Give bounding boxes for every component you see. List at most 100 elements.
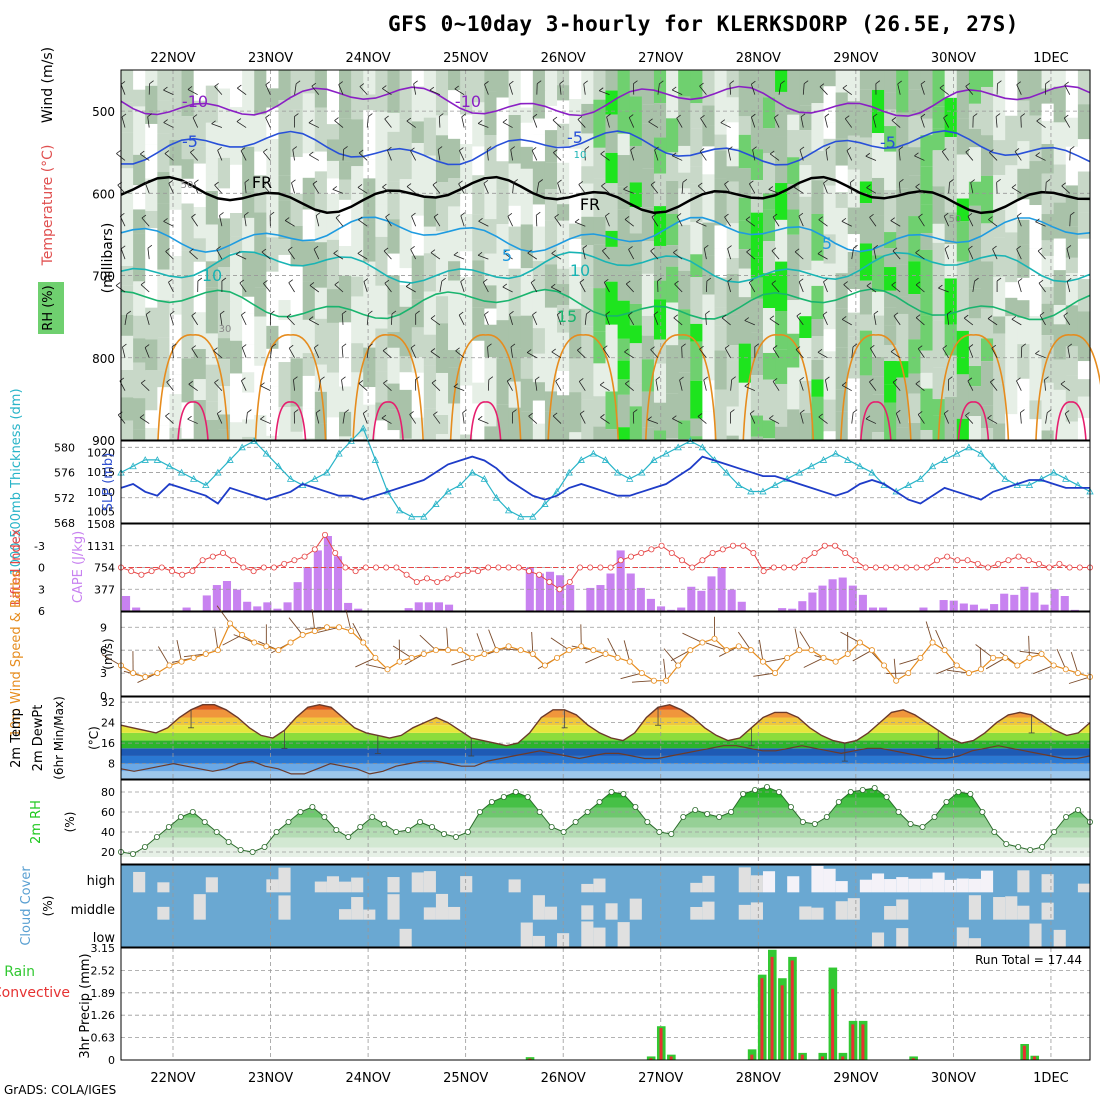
- wind-barb: [724, 348, 731, 358]
- wind-barb: [918, 216, 925, 227]
- rh2m-line-point: [608, 789, 615, 796]
- rh2m-line-point: [273, 829, 280, 836]
- isotherm-warm: [449, 334, 522, 441]
- rh-cell: [1029, 350, 1043, 377]
- wind-barb-flag: [192, 114, 198, 118]
- panel-rh-frame: [120, 779, 1091, 865]
- wind-barb-flag: [269, 211, 275, 216]
- rh-cell: [121, 70, 134, 103]
- wind-barb: [1016, 380, 1022, 391]
- lifted-index-line-point: [770, 564, 777, 571]
- wind-barb-flag: [478, 217, 483, 222]
- rh-cell: [653, 245, 667, 281]
- wind-barb-flag: [648, 118, 653, 123]
- rh-cell: [1029, 161, 1043, 206]
- wind-speed-line-point: [868, 647, 875, 654]
- wind-barb-flag: [825, 376, 830, 381]
- rh-cell: [278, 132, 292, 176]
- thickness-line-point: [601, 456, 610, 463]
- wind-speed-line-point: [796, 647, 803, 654]
- rh-cell: [448, 138, 461, 179]
- wind-barb-10m: [852, 649, 873, 662]
- wind-barb-flag: [943, 212, 949, 217]
- rh-cell: [1053, 122, 1067, 165]
- rh-cell: [193, 379, 207, 401]
- rh-cell: [326, 322, 340, 373]
- cape-bar: [596, 585, 605, 611]
- wind-barb-flag: [454, 85, 460, 90]
- wind-barb: [385, 216, 392, 227]
- rh-cell: [544, 411, 558, 440]
- rh-cell: [472, 214, 485, 261]
- rh-cell: [980, 86, 994, 136]
- lifted-index-line-point: [597, 564, 604, 571]
- wind-barb: [124, 313, 128, 325]
- wind-barb-flag: [967, 377, 973, 382]
- lifted-index-line-point: [291, 557, 298, 564]
- rh-cell: [968, 288, 982, 319]
- rh-cell: [205, 224, 219, 243]
- rh-cell: [387, 314, 401, 333]
- wind-barb: [769, 153, 780, 161]
- wind-barb-10m: [979, 647, 982, 670]
- wind-barb: [992, 248, 998, 260]
- ylabel-wind10m: 10m Wind Speed & Barbs: [9, 571, 24, 738]
- wind-barb: [288, 282, 295, 293]
- wind-barb: [650, 250, 659, 260]
- wind-speed-line-point: [747, 647, 754, 654]
- wind-barb-flag: [433, 411, 438, 416]
- wind-barb-flag: [484, 81, 489, 85]
- wind-barb: [988, 219, 998, 227]
- rh-cell: [726, 314, 740, 346]
- wind-barb-flag: [147, 113, 152, 117]
- thickness-line-point: [420, 512, 428, 520]
- thickness-line-point: [262, 449, 271, 457]
- rh-cell: [460, 434, 473, 440]
- cape-bar: [677, 607, 686, 611]
- wind-barb-flag: [944, 245, 950, 250]
- rh-cell: [993, 383, 1006, 424]
- rh-cell: [871, 394, 885, 433]
- wind-barb: [527, 252, 538, 260]
- rh-cell: [884, 126, 897, 152]
- wind-barb: [1061, 185, 1071, 194]
- wind-speed-line-point: [505, 643, 512, 650]
- wind-barb-flag: [729, 80, 735, 85]
- wind-barb-flag: [503, 249, 508, 254]
- isotherm--5: [121, 129, 1091, 166]
- wind-barb: [778, 83, 782, 95]
- rh-cell: [811, 319, 825, 337]
- rh-cell: [762, 379, 776, 421]
- rh2m-line-point: [1075, 807, 1082, 814]
- wind-barb-flag: [606, 113, 611, 118]
- wind-barb-flag: [247, 409, 252, 413]
- rh-cell: [411, 255, 425, 300]
- date-label-bottom: 23NOV: [248, 1071, 293, 1086]
- wind-barb: [744, 385, 756, 392]
- wind-barb: [892, 381, 901, 391]
- rh2m-line-point: [1027, 847, 1034, 854]
- wind-barb-flag: [751, 80, 756, 85]
- wind-barb-flag: [552, 116, 558, 121]
- wind-barb-flag: [579, 378, 584, 382]
- lifted-index-line-point: [730, 542, 737, 549]
- rh-cell: [326, 417, 340, 440]
- wind-barb-flag: [754, 343, 760, 348]
- lifted-index-line-point: [423, 575, 430, 582]
- wind-barb-flag: [965, 82, 970, 87]
- cloud-cell: [1077, 883, 1090, 893]
- ylabel-millibars: (millibars): [100, 223, 116, 294]
- wind-barb-flag: [122, 343, 127, 348]
- wind-barb: [1060, 383, 1071, 391]
- wind-barb-flag: [536, 211, 541, 216]
- precip-conv-bar: [800, 1054, 804, 1060]
- wind-barb-flag: [357, 250, 363, 254]
- cape-bar: [727, 589, 736, 611]
- wind-barb-flag: [872, 113, 878, 118]
- wind-barb: [1045, 182, 1047, 194]
- isotherm-10: [120, 250, 1091, 284]
- rh-cell: [326, 178, 340, 194]
- rh-cell: [617, 338, 631, 361]
- wind-barb: [502, 121, 513, 128]
- wind-barb: [483, 183, 489, 194]
